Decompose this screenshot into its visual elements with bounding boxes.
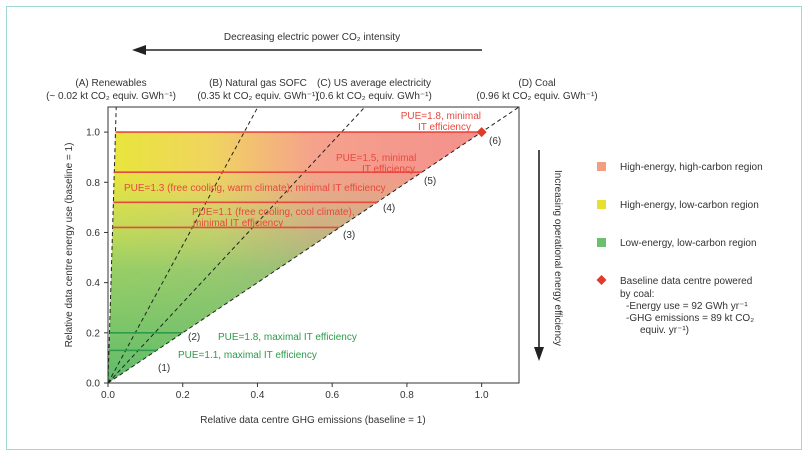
scenario-label: minimal IT efficiency	[193, 218, 283, 229]
y-tick-label: 1.0	[86, 128, 100, 139]
legend-marker	[596, 275, 607, 285]
y-tick-label: 0.2	[86, 328, 100, 339]
intensity-line-sub: (0.96 kt CO₂ equiv. GWh⁻¹)	[476, 91, 597, 102]
intensity-line-label: (A) Renewables	[75, 78, 146, 89]
legend-label: High-energy, high-carbon region	[620, 162, 763, 173]
x-tick-label: 0.6	[325, 390, 339, 401]
legend-swatch	[597, 238, 606, 247]
top-arrow-head	[132, 45, 146, 55]
plot-frame	[107, 106, 520, 384]
legend-detail: -GHG emissions = 89 kt CO₂	[626, 313, 754, 324]
intensity-line-label: (C) US average electricity	[317, 78, 431, 89]
scenario-label: PUE=1.8, minimal	[401, 111, 481, 122]
scenario-number: (3)	[343, 230, 355, 241]
legend-detail: equiv. yr⁻¹)	[640, 325, 689, 336]
y-tick-label: 0.0	[86, 379, 100, 390]
scenario-label: PUE=1.3 (free cooling, warm climate), mi…	[124, 183, 386, 194]
intensity-line	[107, 106, 520, 384]
top-arrow-label: Decreasing electric power CO₂ intensity	[224, 32, 400, 43]
legend: High-energy, high-carbon region High-ener…	[596, 162, 763, 336]
legend-swatch	[597, 200, 606, 209]
baseline-marker	[476, 127, 487, 138]
intensity-line-sub: (~ 0.02 kt CO₂ equiv. GWh⁻¹)	[46, 91, 176, 102]
scenario-number: (6)	[489, 136, 501, 147]
intensity-line-sub: (0.35 kt CO₂ equiv. GWh⁻¹)	[197, 91, 318, 102]
y-tick-label: 0.6	[86, 228, 100, 239]
intensity-line	[107, 106, 259, 384]
legend-label: Baseline data centre powered	[620, 276, 752, 287]
scenario-label: IT efficiency	[362, 164, 415, 175]
x-tick-label: 0.2	[176, 390, 190, 401]
x-tick-label: 0.0	[101, 390, 115, 401]
right-arrow-label: Increasing operational energy efficiency	[552, 170, 563, 346]
scenario-label: PUE=1.1, maximal IT efficiency	[178, 350, 317, 361]
scenario-number: (4)	[383, 203, 395, 214]
y-tick-label: 0.8	[86, 178, 100, 189]
scenario-number: (2)	[188, 332, 200, 343]
x-axis-label: Relative data centre GHG emissions (base…	[200, 415, 425, 426]
legend-label: Low-energy, low-carbon region	[620, 238, 757, 249]
scenario-number: (1)	[158, 363, 170, 374]
intensity-line-label: (B) Natural gas SOFC	[209, 78, 307, 89]
legend-detail: by coal:	[620, 289, 654, 300]
y-axis-label: Relative data centre energy use (baselin…	[64, 143, 75, 348]
x-tick-label: 0.4	[251, 390, 265, 401]
y-tick-label: 0.4	[86, 278, 100, 289]
scenario-label: PUE=1.8, maximal IT efficiency	[218, 332, 357, 343]
intensity-line-sub: (0.6 kt CO₂ equiv. GWh⁻¹)	[316, 91, 432, 102]
scenario-label: IT efficiency	[418, 122, 471, 133]
right-arrow-head	[534, 347, 544, 361]
legend-label: High-energy, low-carbon region	[620, 200, 759, 211]
legend-swatch	[597, 162, 606, 171]
x-tick-label: 0.8	[400, 390, 414, 401]
scenario-number: (5)	[424, 176, 436, 187]
x-tick-label: 1.0	[475, 390, 489, 401]
scenario-label: PUE=1.1 (free cooling, cool climate),	[192, 207, 355, 218]
scenario-label: PUE=1.5, minimal	[336, 153, 416, 164]
legend-detail: -Energy use = 92 GWh yr⁻¹	[626, 301, 748, 312]
intensity-line-label: (D) Coal	[518, 78, 555, 89]
